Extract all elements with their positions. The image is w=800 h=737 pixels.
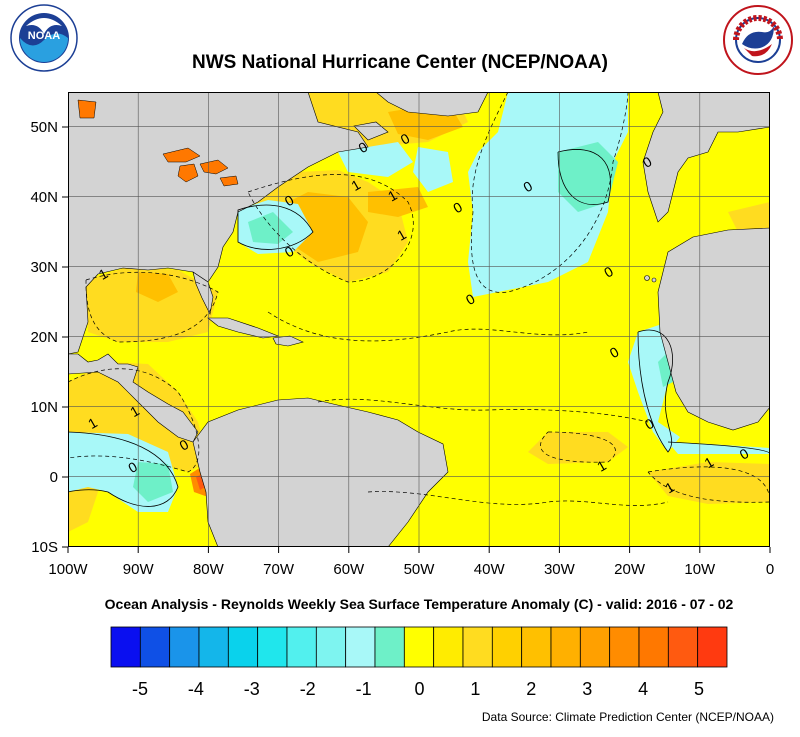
- colorbar-box: [345, 626, 376, 668]
- colorbar-box: [257, 626, 288, 668]
- colorbar-box: [550, 626, 581, 668]
- nws-logo-icon: [723, 5, 793, 75]
- lat-tick-label: 50N: [30, 119, 58, 136]
- lon-tick-label: 100W: [48, 561, 88, 578]
- lon-tick-label: 60W: [333, 561, 365, 578]
- great-lakes: [77, 99, 239, 187]
- colorbar-label: 1: [470, 679, 480, 699]
- colorbar-box: [433, 626, 464, 668]
- colorbar-box: [110, 626, 141, 668]
- data-source-note: Data Source: Climate Prediction Center (…: [481, 710, 774, 724]
- contour-lines: [68, 92, 770, 506]
- colorbar-box: [579, 626, 611, 668]
- lon-tick-label: 80W: [193, 561, 225, 578]
- lon-tick-label: 70W: [263, 561, 295, 578]
- colorbar-box: [169, 626, 200, 668]
- colorbar-label: -2: [300, 679, 316, 699]
- colorbar-label: 2: [526, 679, 536, 699]
- colorbar-label: -5: [132, 679, 148, 699]
- colorbar-box: [139, 626, 171, 668]
- lat-tick-label: 30N: [30, 259, 58, 276]
- colorbar-box: [491, 626, 523, 668]
- colorbar-box: [403, 626, 435, 668]
- colorbar-label: 4: [638, 679, 648, 699]
- latitude-ticks: 50N 40N 30N 20N 10N 0 10S: [30, 119, 68, 556]
- noaa-logo-icon: NOAA: [10, 4, 78, 72]
- longitude-ticks: 100W 90W 80W 70W 60W 50W 40W 30W 20W 10W 0: [48, 547, 774, 578]
- lat-lon-grid: [68, 92, 770, 547]
- colorbar-label: 3: [582, 679, 592, 699]
- land-masses: [68, 92, 770, 547]
- lon-tick-label: 40W: [474, 561, 506, 578]
- lat-tick-label: 10S: [31, 539, 58, 556]
- colorbar-label: 5: [694, 679, 704, 699]
- lat-tick-label: 40N: [30, 189, 58, 206]
- colorbar-box: [521, 626, 552, 668]
- colorbar-box: [667, 626, 699, 668]
- colorbar-label: -3: [244, 679, 260, 699]
- map-subtitle: Ocean Analysis - Reynolds Weekly Sea Sur…: [104, 596, 734, 612]
- lon-tick-label: 50W: [404, 561, 436, 578]
- lon-tick-label: 20W: [614, 561, 646, 578]
- colorbar-labels: -5 -4 -3 -2 -1 0 1 2 3 4 5: [132, 679, 704, 699]
- colorbar-box: [638, 626, 669, 668]
- lat-tick-label: 20N: [30, 329, 58, 346]
- colorbar-box: [315, 626, 347, 668]
- colorbar-box: [609, 626, 640, 668]
- lon-tick-label: 90W: [123, 561, 155, 578]
- colorbar-label: -4: [188, 679, 204, 699]
- colorbar-boxes: [110, 626, 728, 668]
- colorbar-box: [462, 626, 493, 668]
- colorbar-box: [697, 626, 728, 668]
- colorbar-label: -1: [356, 679, 372, 699]
- map-title: NWS National Hurricane Center (NCEP/NOAA…: [192, 52, 608, 73]
- map-axes: 100W 90W 80W 70W 60W 50W 40W 30W 20W 10W 0 50N 40N 3…: [30, 119, 774, 578]
- lon-tick-label: 0: [766, 561, 774, 578]
- colorbar-box: [198, 626, 229, 668]
- lon-tick-label: 30W: [544, 561, 576, 578]
- lat-tick-label: 0: [50, 469, 58, 486]
- svg-text:NOAA: NOAA: [28, 30, 60, 42]
- lat-tick-label: 10N: [30, 399, 58, 416]
- colorbar-box: [374, 626, 405, 668]
- lon-tick-label: 10W: [684, 561, 716, 578]
- zero-contours: [68, 149, 770, 507]
- colorbar-box: [286, 626, 317, 668]
- map-frame: [68, 92, 770, 547]
- colorbar-label: 0: [414, 679, 424, 699]
- colorbar-box: [227, 626, 259, 668]
